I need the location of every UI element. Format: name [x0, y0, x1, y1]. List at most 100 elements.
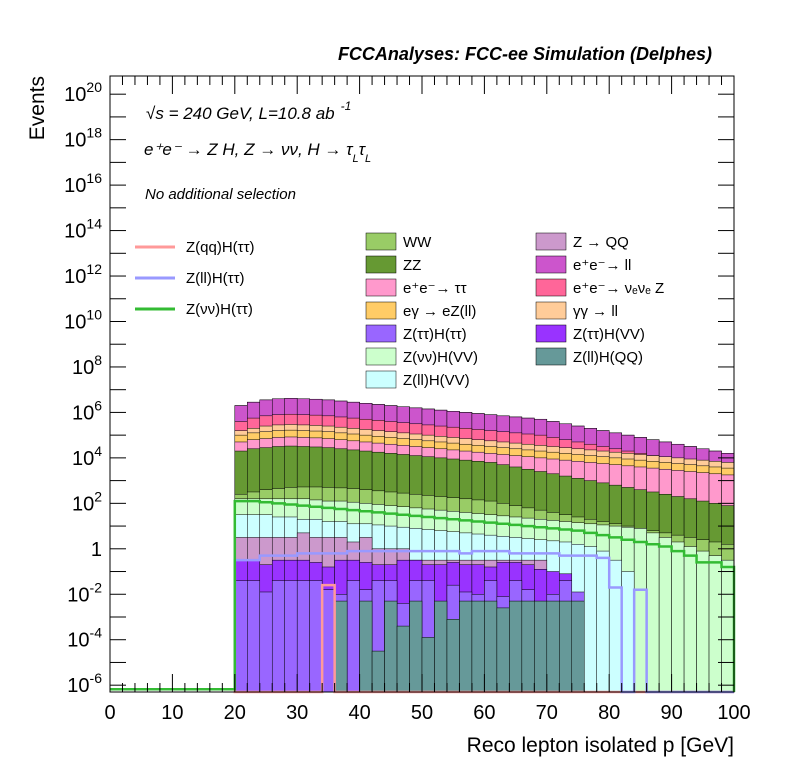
y-tick-label: 1012	[64, 261, 102, 288]
overlay-bin-3-14	[409, 600, 423, 693]
overlay-bin-2-6	[309, 580, 323, 693]
legend-label: Z → QQ	[573, 234, 629, 251]
y-tick-label: 1014	[64, 216, 102, 243]
legend-swatch	[365, 370, 397, 389]
energy-exponent: -1	[341, 99, 352, 113]
x-tick-label: 40	[348, 702, 370, 724]
svg-text:e⁺e⁻ → Z H, Z → νν, H → τLτL: e⁺e⁻ → Z H, Z → νν, H → τLτL	[144, 140, 371, 165]
y-tick-label: 1	[91, 539, 102, 561]
legend-label: e⁺e⁻→ ll	[573, 257, 631, 274]
overlay-bin-3-19	[471, 600, 485, 693]
legend-label: Z(ττ)H(VV)	[573, 326, 645, 343]
overlay-bin-3-23	[521, 600, 535, 693]
signal-line-2	[110, 499, 736, 692]
svg-text:√s = 240 GeV, L=10.8 ab-1: √s = 240 GeV, L=10.8 ab -1	[146, 99, 351, 123]
bin-9-31	[621, 571, 635, 693]
legend-swatch	[535, 278, 567, 297]
legend-signal-label: Z(νν)H(ττ)	[186, 301, 253, 318]
legend-swatch	[365, 255, 397, 274]
overlay-bin-3-26	[559, 600, 573, 693]
bin-9-28	[583, 546, 597, 693]
process-annotation: e⁺e⁻ → Z H, Z → νν, H → τLτL	[144, 140, 371, 165]
y-tick-label: 108	[72, 352, 102, 379]
overlay-bin-3-8	[334, 600, 348, 693]
bin-9-29	[596, 550, 610, 693]
y-tick-label: 1018	[64, 125, 102, 152]
overlay-bin-2-1	[247, 580, 261, 693]
legend-swatch	[535, 232, 567, 251]
legend-swatch	[365, 324, 397, 343]
x-axis-ticks: 0 10 20 30 40 50 60 70 80 90 100	[104, 76, 751, 724]
overlay-bin-3-20	[484, 600, 498, 693]
legend-label: Z(ττ)H(ττ)	[403, 326, 467, 343]
y-tick-label: 1010	[64, 306, 102, 333]
x-tick-label: 50	[411, 702, 433, 724]
bin-8-34	[658, 537, 672, 693]
legend-label: eγ → eZ(ll)	[403, 303, 476, 320]
legend-label: ZZ	[403, 257, 421, 274]
legend-swatch	[535, 347, 567, 366]
legend-swatch	[365, 301, 397, 320]
process-sub-2: L	[365, 153, 371, 165]
bin-8-32	[633, 528, 647, 693]
legend-swatch	[365, 347, 397, 366]
process-sub-1: L	[353, 153, 359, 165]
process-text: e⁺e⁻ → Z H, Z → νν, H → τ	[144, 140, 354, 159]
y-tick-label: 1020	[64, 79, 102, 106]
legend-backgrounds: WW Z → QQ ZZ e⁺e⁻→ ll e⁺e⁻→ ττ e⁺e⁻→ νₑνₑ Z eγ…	[365, 232, 664, 389]
legend-label: Z(νν)H(VV)	[403, 349, 478, 366]
x-tick-label: 0	[104, 702, 115, 724]
legend-label: e⁺e⁻→ νₑνₑ Z	[573, 280, 664, 297]
y-axis-ticks: 10-6 10-4 10-2 1 102 104 106 108 1010 1012 1014 101…	[64, 79, 734, 697]
legend-swatch	[365, 232, 397, 251]
overlay-bin-3-21	[496, 607, 510, 693]
bin-8-36	[683, 546, 697, 693]
y-tick-label: 106	[72, 397, 102, 424]
energy-text: = 240 GeV, L=10.8 ab	[164, 104, 335, 123]
signal-line-1	[110, 549, 734, 694]
legend-swatch	[365, 278, 397, 297]
overlay-bin-2-5	[296, 580, 310, 693]
overlay-bin-3-18	[459, 600, 473, 693]
legend-swatch	[535, 324, 567, 343]
overlay-bin-2-7	[321, 589, 335, 693]
bin-9-30	[608, 559, 622, 693]
y-axis-title: Events	[26, 76, 49, 140]
bin-8-39	[721, 559, 735, 693]
sqrt-s: √s	[146, 104, 164, 123]
overlay-bin-2-4	[284, 580, 298, 693]
overlay-bin-2-0	[234, 580, 248, 693]
x-tick-label: 30	[286, 702, 308, 724]
y-tick-label: 10-2	[67, 579, 102, 606]
overlay-bin-3-17	[446, 619, 460, 693]
legend-signal-label: Z(ll)H(ττ)	[186, 270, 245, 287]
overlay-bin-3-24	[534, 600, 548, 693]
figure-title: FCCAnalyses: FCC-ee Simulation (Delphes)	[338, 44, 712, 64]
bin-8-33	[646, 532, 660, 693]
overlay-bin-2-3	[271, 580, 285, 693]
bin-8-38	[708, 555, 722, 693]
bin-8-37	[696, 550, 710, 693]
legend-label: γγ → ll	[573, 303, 618, 320]
x-tick-label: 70	[536, 702, 558, 724]
y-tick-label: 104	[72, 443, 102, 470]
legend-label: Z(ll)H(VV)	[403, 372, 470, 389]
selection-note: No additional selection	[145, 186, 296, 203]
x-axis-title: Reco lepton isolated p [GeV]	[467, 734, 734, 757]
x-tick-label: 90	[660, 702, 682, 724]
overlay-bin-3-13	[396, 625, 410, 693]
legend-swatch	[535, 255, 567, 274]
x-tick-label: 20	[224, 702, 246, 724]
legend-swatch	[535, 301, 567, 320]
y-tick-label: 102	[72, 488, 102, 515]
overlay-bin-3-16	[434, 600, 448, 693]
overlay-bin-3-11	[371, 650, 385, 693]
overlay-bin-3-25	[546, 600, 560, 693]
overlay-bin-2-2	[259, 591, 273, 693]
x-tick-label: 10	[161, 702, 183, 724]
y-tick-label: 10-6	[67, 670, 102, 697]
overlay-bin-3-10	[359, 600, 373, 693]
overlay-bin-3-15	[421, 637, 435, 693]
process-tau-2: τ	[359, 140, 367, 159]
